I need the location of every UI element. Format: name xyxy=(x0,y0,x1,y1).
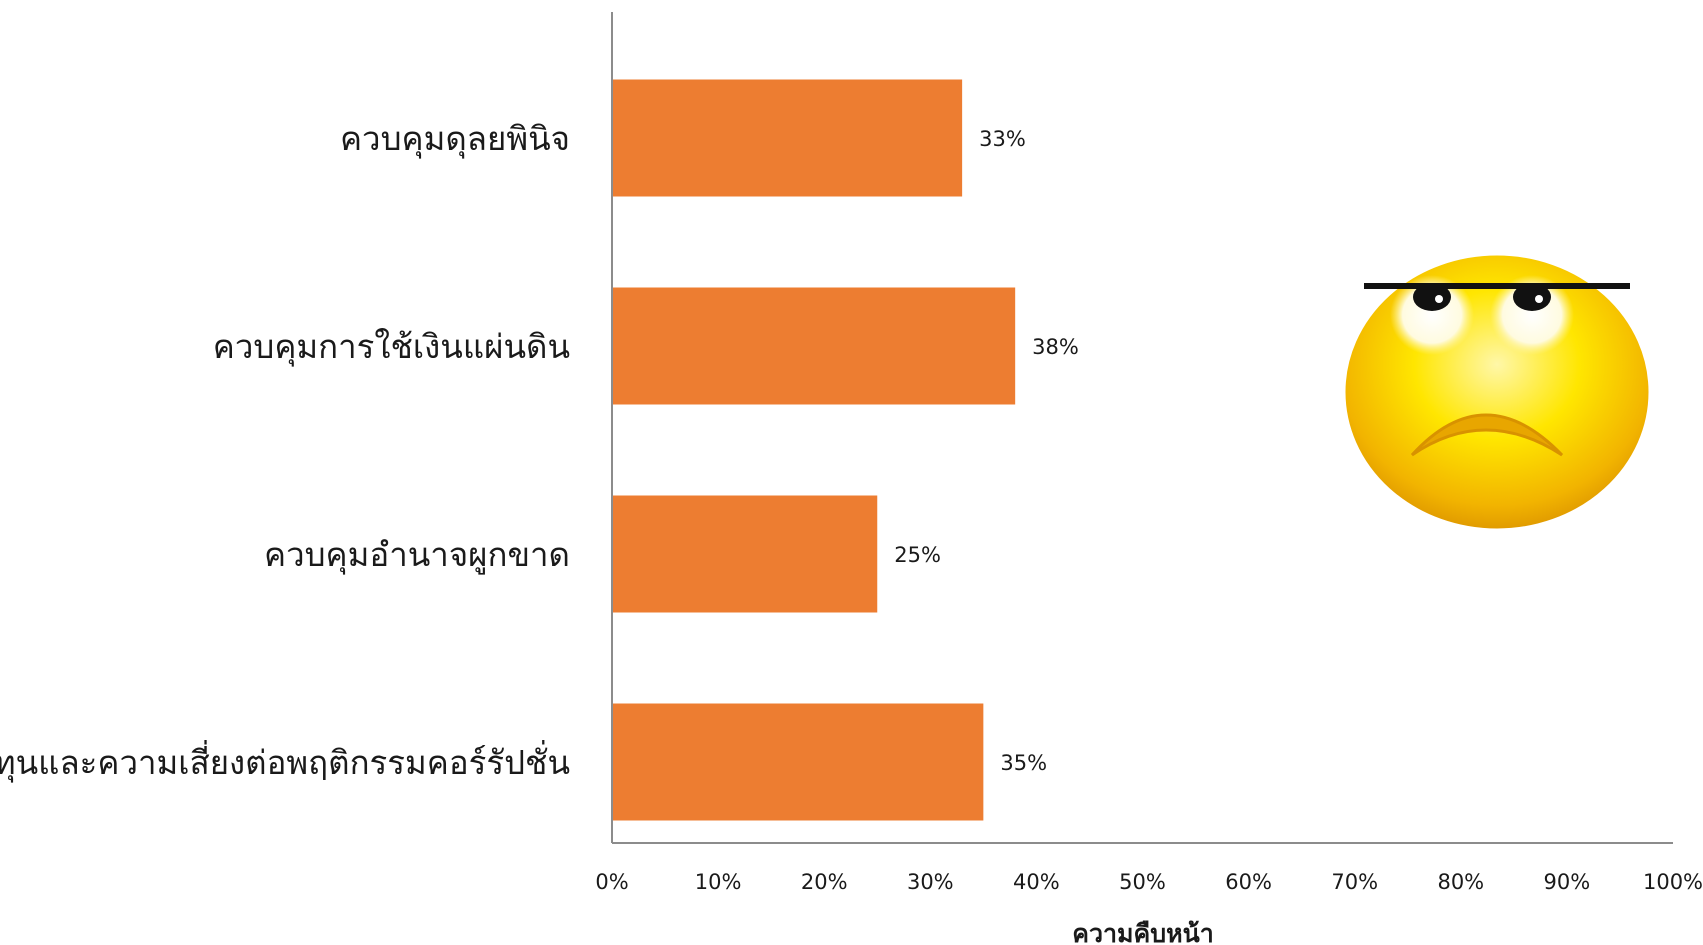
x-tick-label-0: 0% xyxy=(595,870,628,894)
sad-face-emoji-icon xyxy=(1342,252,1652,532)
x-tick-label-6: 60% xyxy=(1225,870,1272,894)
category-label-2: ควบคุมอำนาจผูกขาด xyxy=(264,535,570,575)
x-tick-label-5: 50% xyxy=(1119,870,1166,894)
x-tick-label-1: 10% xyxy=(695,870,742,894)
x-tick-label-4: 40% xyxy=(1013,870,1060,894)
plot-area: 33% 38% 25% 35% xyxy=(611,12,1673,844)
bar-0 xyxy=(612,79,963,197)
bar-1 xyxy=(612,287,1016,405)
data-label-3: 35% xyxy=(1000,751,1047,775)
x-tick-label-10: 100% xyxy=(1643,870,1703,894)
bar-3 xyxy=(612,703,984,821)
x-tick-label-8: 80% xyxy=(1437,870,1484,894)
x-axis-ticks: 0% 10% 20% 30% 40% 50% 60% 70% 80% 90% 100% xyxy=(595,870,1703,894)
data-label-2: 25% xyxy=(894,543,941,567)
category-labels: ควบคุมดุลยพินิจควบคุมการใช้เงินแผ่นดินคว… xyxy=(0,119,570,783)
data-label-0: 33% xyxy=(979,127,1026,151)
category-label-0: ควบคุมดุลยพินิจ xyxy=(340,119,570,159)
x-tick-label-9: 90% xyxy=(1544,870,1591,894)
x-axis-title: ความคืบหน้า xyxy=(1072,919,1213,945)
x-tick-label-2: 20% xyxy=(801,870,848,894)
category-label-1: ควบคุมการใช้เงินแผ่นดิน xyxy=(213,327,570,367)
category-label-3: เพิ่มต้นทุนและความเสี่ยงต่อพฤติกรรมคอร์ร… xyxy=(0,740,570,783)
x-tick-label-3: 30% xyxy=(907,870,954,894)
data-label-1: 38% xyxy=(1032,335,1079,359)
x-tick-label-7: 70% xyxy=(1331,870,1378,894)
bar-2 xyxy=(612,495,878,613)
